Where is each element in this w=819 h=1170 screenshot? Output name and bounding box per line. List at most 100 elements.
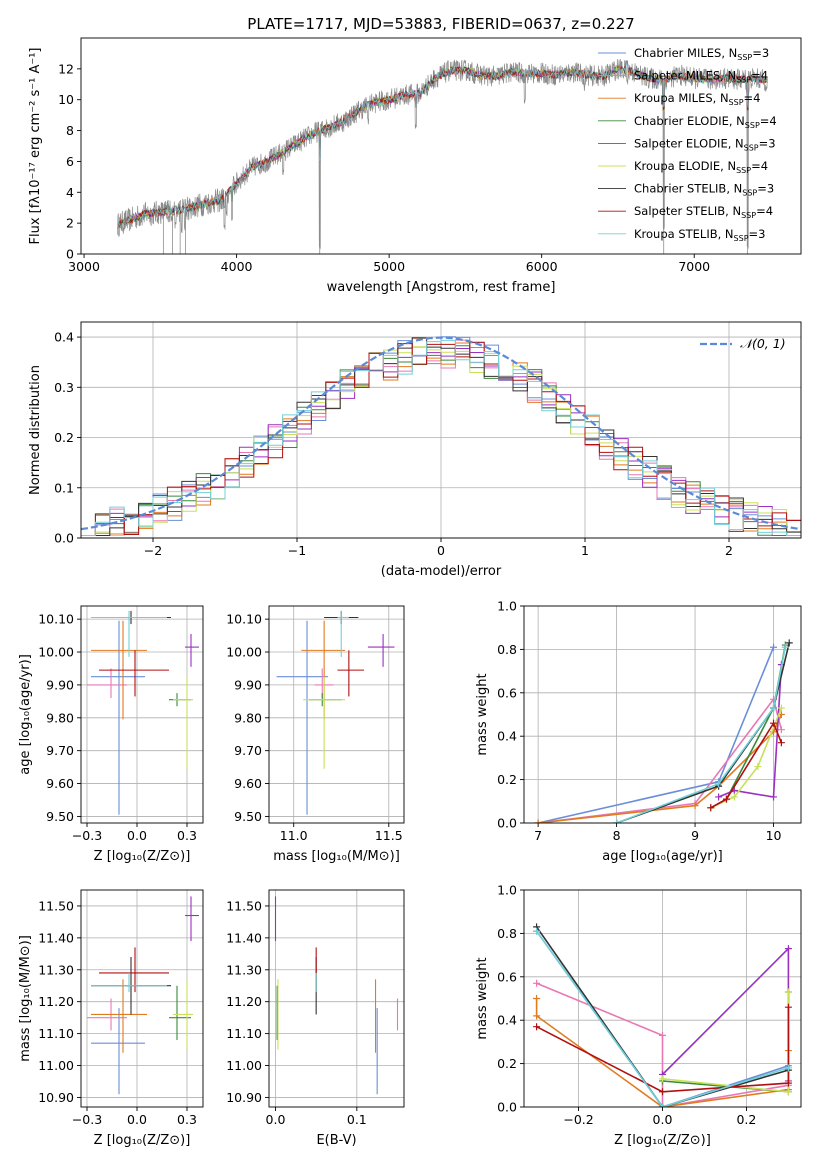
x-tick-label: 6000 <box>526 259 558 274</box>
plot-area-weight_vs_age <box>534 639 793 823</box>
x-axis-label: mass [log₁₀(M/M⊙)] <box>273 849 400 864</box>
weight-line-kroupa-stelib <box>535 930 789 1107</box>
x-tick-label: 0.0 <box>266 1112 286 1127</box>
x-axis-label: Z [log₁₀(Z/Z⊙)] <box>94 849 191 864</box>
axes-frame <box>80 605 204 824</box>
weight-line-salpeter-elodie <box>718 664 783 798</box>
errorbar-kroupa-miles <box>91 979 147 1053</box>
weight-line-kroupa-elodie <box>710 707 783 809</box>
legend-label: Salpeter ELODIE, NSSP=3 <box>634 136 776 152</box>
weight-line-salpeter-stelib <box>710 721 783 809</box>
y-tick-label: 8 <box>66 123 74 138</box>
y-tick-label: 0.1 <box>54 480 74 495</box>
y-tick-label: 11.00 <box>38 1058 74 1073</box>
x-tick-label: 4000 <box>221 259 253 274</box>
normal-curve <box>81 336 799 531</box>
plot-area-age_vs_mass <box>276 610 395 815</box>
errorbar-chabrier-miles <box>91 1008 145 1095</box>
weight-marker <box>533 979 541 987</box>
weight-marker <box>784 1079 792 1087</box>
plot-area-residuals <box>81 336 801 538</box>
axes-frame <box>523 605 802 824</box>
weight-marker <box>777 739 785 747</box>
y-tick-label: 11.30 <box>38 962 74 977</box>
y-tick-label: 10.00 <box>38 645 74 660</box>
x-tick-label: −0.3 <box>72 1112 102 1127</box>
errorbar-salpeter-elodie <box>185 633 199 667</box>
y-tick-label: 11.20 <box>226 994 262 1009</box>
histogram-salpeter-stelib <box>81 341 801 538</box>
y-tick-label: 9.80 <box>234 710 262 725</box>
y-tick-label: 10.10 <box>226 612 262 627</box>
panel-residuals: 𝒩(0, 1) −2 −1 0 1 2 0.0 0.1 0.2 0.3 0.4 (data-model… <box>28 321 802 579</box>
panel-weight_vs_Z: −0.2 0.0 0.2 0.0 0.2 0.4 0.6 0.8 1.0 Z [log₁₀(Z/Z… <box>475 883 802 1148</box>
y-tick-label: 11.30 <box>226 962 262 977</box>
y-tick-label: 0.6 <box>497 685 517 700</box>
panel-mass_vs_Z: −0.3 0.0 0.3 10.90 11.00 11.10 11.20 11.30 11.40… <box>18 889 204 1148</box>
y-tick-label: 1.0 <box>497 883 517 898</box>
y-tick-label: 0.0 <box>497 1100 517 1115</box>
y-tick-label: 9.70 <box>46 743 74 758</box>
x-tick-label: −0.2 <box>563 1112 593 1127</box>
weight-marker <box>777 726 785 734</box>
weight-marker <box>659 1075 666 1083</box>
x-tick-label: 11.5 <box>375 828 403 843</box>
weight-marker <box>777 704 785 712</box>
x-tick-label: 2 <box>725 543 733 558</box>
y-tick-label: 11.10 <box>226 1026 262 1041</box>
errorbar-kroupa-elodie <box>173 979 193 1050</box>
y-tick-label: 9.80 <box>46 710 74 725</box>
y-axis-label: mass weight <box>475 673 490 755</box>
errorbar-salpeter-stelib <box>99 650 169 697</box>
legend-label: Kroupa STELIB, NSSP=3 <box>634 227 765 243</box>
errorbar-salpeter-stelib <box>337 650 365 697</box>
y-tick-label: 11.10 <box>38 1026 74 1041</box>
x-tick-label: 3000 <box>68 259 100 274</box>
errorbar-kroupa-elodie <box>173 676 193 769</box>
y-tick-label: 0.4 <box>497 729 517 744</box>
panel-spectrum: Chabrier MILES, NSSP=3 Salpeter MILES, NS… <box>28 37 802 295</box>
axes-frame <box>268 889 405 1108</box>
y-tick-label: 0.2 <box>497 1056 517 1071</box>
y-tick-label: 0.2 <box>54 430 74 445</box>
weight-marker <box>754 763 762 771</box>
y-tick-label: 9.60 <box>234 776 262 791</box>
legend-label: Kroupa ELODIE, NSSP=4 <box>634 159 768 175</box>
y-tick-label: 10 <box>58 92 74 107</box>
weight-marker <box>784 988 792 996</box>
y-tick-label: 11.40 <box>38 930 74 945</box>
weight-marker <box>781 643 789 651</box>
y-tick-label: 11.50 <box>226 898 262 913</box>
weight-marker <box>770 643 778 651</box>
weight-line-salpeter-elodie <box>661 946 790 1081</box>
y-axis-label: Normed distribution <box>28 365 43 495</box>
y-tick-label: 10.90 <box>38 1090 74 1105</box>
x-axis-label: E(B-V) <box>316 1133 356 1148</box>
legend-label: 𝒩(0, 1) <box>740 336 786 351</box>
x-tick-label: 5000 <box>373 259 405 274</box>
panel-age_vs_mass: 11.0 11.5 9.50 9.60 9.70 9.80 9.90 10.00 10.10 ma… <box>226 605 405 864</box>
errorbar-salpeter-elodie <box>185 896 199 942</box>
x-tick-label: 1 <box>581 543 589 558</box>
y-tick-label: 0.8 <box>497 926 517 941</box>
x-tick-label: −1 <box>288 543 306 558</box>
y-tick-label: 0.6 <box>497 969 517 984</box>
axes-frame <box>80 889 204 1108</box>
x-axis-label: age [log₁₀(age/yr)] <box>602 849 723 864</box>
y-tick-label: 11.40 <box>226 930 262 945</box>
plot-area-mass_vs_Z <box>87 896 199 1095</box>
y-tick-label: 10.00 <box>226 645 262 660</box>
x-tick-label: 11.0 <box>280 828 308 843</box>
weight-marker <box>659 1103 666 1107</box>
plot-area-age_vs_Z <box>87 610 199 815</box>
errorbar-kroupa-elodie <box>303 676 346 769</box>
y-axis-label: mass [log₁₀(M/M⊙)] <box>18 935 33 1062</box>
weight-marker <box>533 1023 541 1031</box>
y-tick-label: 12 <box>58 61 74 76</box>
weight-marker <box>659 1031 666 1039</box>
plot-area-weight_vs_Z <box>533 923 792 1107</box>
weight-line-kroupa-stelib <box>616 647 787 823</box>
weight-marker <box>691 802 699 810</box>
y-tick-label: 9.60 <box>46 776 74 791</box>
